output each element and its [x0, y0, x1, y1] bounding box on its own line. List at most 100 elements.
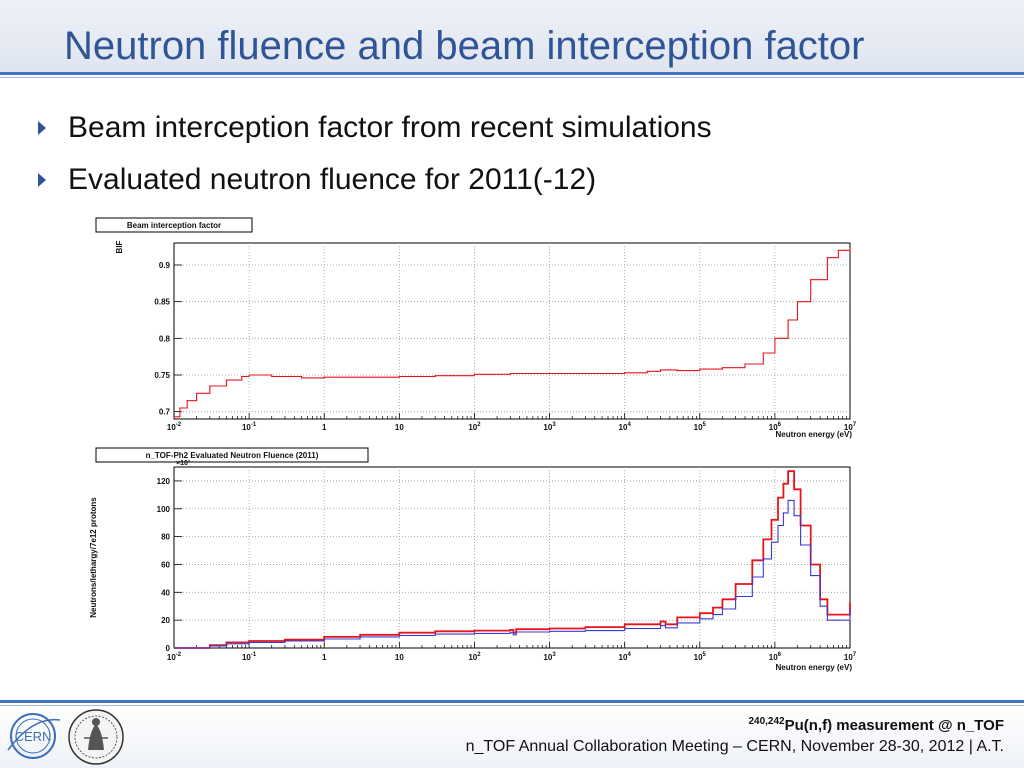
data-point	[770, 541, 773, 543]
x-tick-label: 105	[694, 422, 707, 432]
x-tick-exponent: -1	[251, 652, 257, 658]
data-point	[515, 631, 517, 633]
y-axis-multiplier: ×10³	[176, 460, 191, 467]
data-point	[787, 499, 789, 501]
data-point	[398, 375, 400, 378]
data-point	[398, 632, 400, 634]
data-point	[323, 638, 325, 640]
data-point	[659, 369, 662, 371]
data-point	[584, 626, 587, 628]
x-tick-exponent: 3	[552, 652, 556, 658]
footer-measurement: 240,242Pu(n,f) measurement @ n_TOF	[748, 716, 1004, 734]
data-point	[196, 647, 198, 649]
footer-isotope-superscript: 240,242	[748, 716, 785, 727]
data-point	[323, 376, 325, 378]
data-point	[209, 385, 211, 387]
x-tick-label: 107	[844, 652, 857, 662]
data-point	[624, 372, 626, 374]
x-tick-label: 103	[543, 422, 556, 432]
chart-title: n_TOF-Ph2 Evaluated Neutron Fluence (201…	[146, 451, 319, 460]
data-point	[735, 595, 737, 598]
x-tick-label: 102	[468, 422, 481, 432]
y-axis-label: BIF	[115, 240, 124, 253]
cern-logo: CERN	[7, 713, 61, 759]
footer-divider	[0, 700, 1024, 703]
data-point	[359, 636, 361, 638]
data-point	[659, 620, 662, 623]
slide-title: Neutron fluence and beam interception fa…	[64, 24, 865, 68]
data-point	[826, 619, 829, 621]
data-point	[849, 608, 851, 610]
data-point	[664, 623, 667, 625]
x-tick-exponent: 7	[853, 422, 857, 428]
x-tick-label: 1	[322, 653, 327, 662]
data-point	[241, 375, 243, 378]
data-point	[284, 639, 286, 641]
x-tick-exponent: 7	[853, 652, 857, 658]
data-point	[284, 640, 286, 642]
y-tick-label: 0	[166, 644, 171, 653]
data-point	[774, 337, 776, 339]
data-point	[676, 370, 678, 372]
x-tick-label: 10-2	[167, 422, 182, 432]
data-point	[248, 640, 250, 642]
x-tick-label: 10	[395, 423, 404, 432]
data-point	[819, 605, 821, 607]
x-tick-label: 105	[694, 652, 707, 662]
data-point	[512, 634, 515, 636]
data-point	[646, 370, 648, 372]
y-tick-label: 120	[157, 477, 171, 486]
title-divider-thin	[0, 77, 1024, 78]
data-point	[509, 632, 511, 634]
data-point	[624, 623, 626, 625]
y-tick-label: 80	[161, 533, 170, 542]
footer-divider-thin	[0, 705, 1024, 706]
y-tick-label: 0.9	[159, 261, 171, 270]
data-point	[359, 376, 361, 378]
data-point	[699, 612, 701, 614]
data-point	[699, 368, 701, 370]
y-tick-label: 0.7	[159, 408, 171, 417]
x-tick-label: 10-2	[167, 652, 182, 662]
charts-canvas: 10-2 10-1 1 10 102 103 104 105 106 1070.70.750.80…	[89, 217, 857, 672]
data-point	[744, 363, 746, 365]
data-point	[225, 643, 228, 645]
data-point	[434, 633, 436, 635]
footer-band	[0, 706, 1024, 768]
title-band	[0, 0, 1024, 72]
data-point	[810, 279, 812, 281]
data-point	[777, 524, 779, 527]
data-point	[837, 249, 840, 251]
data-point	[793, 515, 795, 517]
data-point	[179, 407, 181, 409]
university-seal-logo	[68, 709, 124, 765]
data-point	[659, 625, 662, 627]
bullet-text: Beam interception factor from recent sim…	[68, 111, 712, 144]
x-tick-exponent: 6	[778, 422, 782, 428]
bullet-list: Beam interception factor from recent sim…	[38, 102, 712, 206]
data-point	[584, 630, 587, 632]
x-axis-label: Neutron energy (eV)	[776, 663, 853, 672]
data-point	[676, 622, 678, 624]
data-point	[434, 375, 436, 377]
data-point	[398, 634, 400, 637]
data-point	[699, 618, 701, 620]
data-point	[473, 632, 475, 635]
data-point	[762, 558, 764, 560]
data-point	[793, 488, 795, 490]
data-point	[359, 634, 361, 636]
chart-title-box	[95, 217, 253, 233]
data-point	[549, 630, 551, 632]
data-point	[248, 374, 250, 376]
data-point	[810, 575, 812, 577]
data-point	[712, 614, 714, 616]
data-point	[849, 248, 851, 250]
x-tick-exponent: 4	[627, 422, 631, 428]
data-point	[473, 373, 475, 375]
data-point	[721, 598, 724, 600]
y-tick-label: 0.85	[154, 298, 170, 307]
bullet-text: Evaluated neutron fluence for 2011(-12)	[68, 163, 597, 196]
y-tick-label: 100	[157, 505, 171, 514]
cern-logo-text: CERN	[15, 729, 52, 744]
data-point	[186, 400, 188, 402]
